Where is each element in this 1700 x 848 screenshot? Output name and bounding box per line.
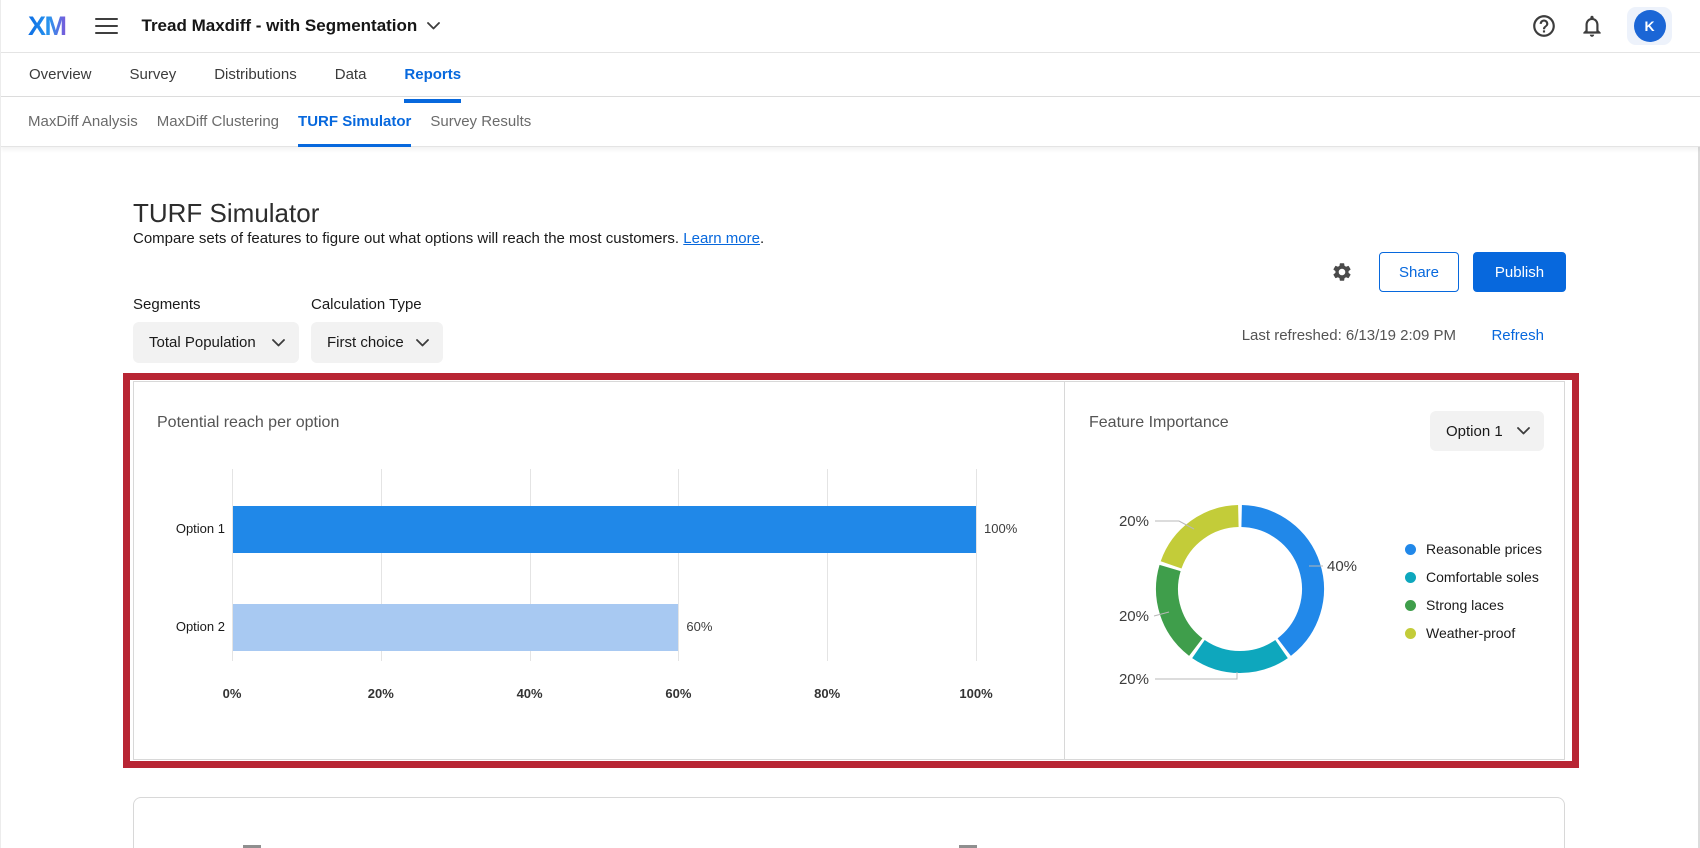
x-tick-label: 20% [367,686,394,701]
donut-percent-label: 40% [1327,558,1357,575]
chevron-down-icon [272,338,285,346]
help-icon[interactable] [1531,13,1557,39]
clipped-icon [243,845,261,848]
feature-importance-title: Feature Importance [1089,414,1229,431]
calc-type-label: Calculation Type [311,296,422,313]
donut-legend: Reasonable prices Comfortable soles Strong… [1405,535,1542,647]
legend-dot-icon [1405,599,1416,611]
chevron-down-icon [427,22,441,30]
subtab-maxdiff-clustering[interactable]: MaxDiff Clustering [156,112,280,130]
gridline [827,469,829,661]
reach-chart-title: Potential reach per option [157,414,340,431]
tab-distributions[interactable]: Distributions [214,65,297,83]
publish-button[interactable]: Publish [1473,252,1566,292]
project-title: Tread Maxdiff - with Segmentation [141,16,418,35]
donut-percent-label: 20% [1119,608,1149,625]
donut-percent-label: 20% [1119,513,1149,530]
chevron-down-icon [1517,427,1530,435]
option-selector-dropdown[interactable]: Option 1 [1430,411,1544,451]
donut-segment[interactable] [1192,639,1288,673]
category-label: Option 2 [175,619,225,634]
callout-line [1153,611,1170,617]
segments-dropdown[interactable]: Total Population [133,322,299,363]
avatar: K [1633,10,1666,42]
share-button[interactable]: Share [1379,252,1459,292]
account-menu[interactable]: K [1627,7,1672,45]
segments-label: Segments [133,296,201,313]
legend-label: Comfortable soles [1426,569,1539,585]
legend-label: Strong laces [1426,597,1504,613]
category-label: Option 1 [175,521,225,536]
reach-bar[interactable] [233,506,976,553]
description-text: Compare sets of features to figure out w… [133,230,680,247]
x-tick-label: 100% [959,686,993,701]
gridline [380,469,382,661]
calc-type-value: First choice [327,334,404,351]
donut-segment[interactable] [1160,505,1240,569]
calc-type-dropdown[interactable]: First choice [311,322,443,363]
period: . [759,230,765,247]
clipped-icon [959,845,977,848]
notifications-bell-icon[interactable] [1579,13,1605,39]
settings-gear-icon[interactable] [1331,261,1353,283]
gridline [232,469,233,661]
segments-value: Total Population [149,334,256,351]
refresh-link[interactable]: Refresh [1491,327,1544,344]
xm-logo[interactable]: XM [28,10,67,41]
legend-item[interactable]: Strong laces [1405,591,1542,619]
project-title-menu[interactable]: Tread Maxdiff - with Segmentation [142,16,441,36]
callout-line [1155,520,1195,530]
last-refreshed-text: Last refreshed: 6/13/19 2:09 PM [1241,327,1456,344]
legend-dot-icon [1405,543,1416,555]
tab-data[interactable]: Data [334,65,367,83]
tab-reports[interactable]: Reports [404,52,461,103]
top-icons: K [1531,7,1672,45]
scrollbar[interactable] [1698,0,1700,848]
tab-survey[interactable]: Survey [129,65,177,83]
x-tick-label: 60% [665,686,692,701]
legend-item[interactable]: Weather-proof [1405,619,1542,647]
legend-label: Reasonable prices [1426,541,1542,557]
main-nav: Overview Survey Distributions Data Repor… [1,52,1700,103]
option-selector-value: Option 1 [1446,422,1503,440]
gridline [529,469,531,661]
bottom-card [133,797,1565,848]
value-label: 100% [984,521,1018,536]
legend-label: Weather-proof [1426,625,1516,641]
reports-subnav: MaxDiff Analysis MaxDiff Clustering TURF… [1,96,1700,147]
subtab-turf-simulator[interactable]: TURF Simulator [298,96,412,147]
charts-card: Potential reach per option 0% 20% 40% 60% 80… [133,381,1565,760]
legend-item[interactable]: Comfortable soles [1405,563,1542,591]
donut-chart: 40% 20% 20% 20% [1119,505,1357,688]
reach-chart-panel: Potential reach per option 0% 20% 40% 60% 80… [134,382,1064,759]
x-tick-label: 40% [516,686,543,701]
subtab-maxdiff-analysis[interactable]: MaxDiff Analysis [28,112,138,130]
legend-dot-icon [1405,627,1416,639]
value-label: 60% [686,619,713,634]
gridline [976,469,977,661]
hamburger-menu-icon[interactable] [94,17,118,35]
x-tick-label: 80% [814,686,841,701]
donut-segment[interactable] [1241,505,1324,656]
chevron-down-icon [416,338,429,346]
feature-importance-panel: Feature Importance Option 1 Reasonable p… [1064,382,1564,759]
learn-more-link[interactable]: Learn more [683,230,760,247]
gridline [678,469,680,661]
page-description: Compare sets of features to figure out w… [133,230,764,247]
donut-percent-label: 20% [1119,671,1149,688]
legend-item[interactable]: Reasonable prices [1405,535,1542,563]
subtab-survey-results[interactable]: Survey Results [430,112,532,130]
x-tick-label: 0% [222,686,242,701]
legend-dot-icon [1405,571,1416,583]
tab-overview[interactable]: Overview [29,65,92,83]
top-bar: XM Tread Maxdiff - with Segmentation K [1,0,1700,53]
callout-line [1155,672,1238,680]
reach-bar[interactable] [233,604,679,651]
page-title: TURF Simulator [133,198,320,228]
donut-segment[interactable] [1156,564,1203,656]
